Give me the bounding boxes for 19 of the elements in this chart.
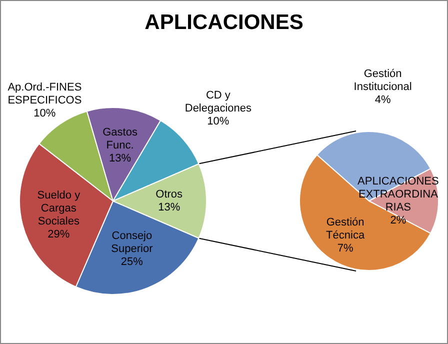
slice-label: APLICACIONES EXTRAORDINARIAS [358, 176, 439, 214]
slice-label: Gestión Técnica [326, 216, 366, 242]
slice-label: CD y Delegaciones [184, 89, 252, 114]
data-label: 13% [109, 152, 132, 164]
data-label: 7% [337, 242, 354, 254]
data-label: 29% [48, 228, 70, 240]
data-label: 25% [120, 256, 144, 268]
slice-label: Gestión Institucional [354, 68, 412, 94]
data-label: 4% [374, 94, 391, 106]
chart-title: APLICACIONES [144, 11, 304, 35]
data-label: 10% [34, 108, 56, 120]
slice-label: Gastos Func. [102, 126, 138, 152]
slice-label: Otros [156, 188, 184, 201]
slice-label: Sueldo y Cargas Sociales [37, 189, 81, 228]
data-label: 13% [158, 202, 180, 214]
data-label: 10% [207, 115, 230, 128]
slice-label: Consejo Superior [111, 230, 154, 255]
slice-label: Ap.Ord.-FINES ESPECIFICOS [8, 82, 82, 106]
data-label: 2% [390, 214, 406, 227]
